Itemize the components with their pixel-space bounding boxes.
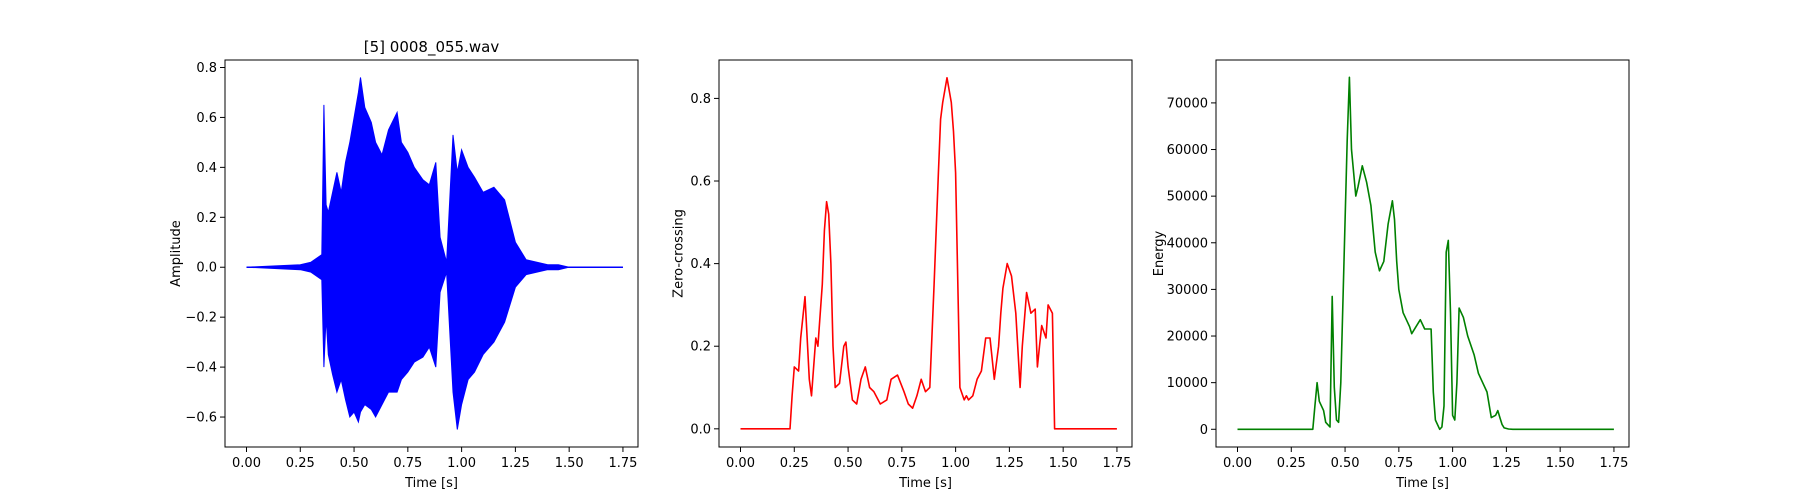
y-tick-label: 30000	[1167, 283, 1208, 298]
y-tick-label: 0.8	[690, 92, 711, 107]
y-tick-label: 0.8	[196, 61, 217, 76]
y-axis-label: Zero-crossing	[671, 209, 686, 298]
y-tick-label: 20000	[1167, 330, 1208, 345]
x-tick-label: 0.25	[780, 456, 809, 471]
y-tick-label: −0.4	[185, 361, 217, 376]
axes-frame	[1215, 59, 1630, 448]
x-tick-label: 0.50	[340, 456, 369, 471]
series-line	[1237, 76, 1614, 431]
x-axis-label: Time [s]	[1395, 476, 1449, 491]
series-line	[740, 77, 1117, 430]
y-tick-label: 0	[1200, 423, 1208, 438]
chart-panel-1: 0.00 0.25 0.50 0.75 1.00 1.25 1.50 1.75 −0.6 −0.4…	[169, 38, 639, 491]
x-tick-label: 0.25	[286, 456, 315, 471]
x-tick-label: 0.00	[726, 456, 755, 471]
axes-frame	[718, 59, 1133, 448]
y-tick-label: 60000	[1167, 143, 1208, 158]
x-axis-label: Time [s]	[404, 476, 458, 491]
chart-panel-3: 0.00 0.25 0.50 0.75 1.00 1.25 1.50 1.75 0 10000 20…	[1152, 59, 1630, 491]
x-tick-label: 0.50	[1331, 456, 1360, 471]
x-tick-label: 0.75	[887, 456, 916, 471]
x-tick-label: 1.75	[608, 456, 637, 471]
x-tick-label: 0.50	[834, 456, 863, 471]
y-axis-label: Amplitude	[169, 220, 184, 287]
y-tick-label: 0.6	[690, 175, 711, 190]
axes-frame	[224, 59, 639, 448]
x-tick-label: 1.25	[995, 456, 1024, 471]
x-tick-label: 0.00	[232, 456, 261, 471]
y-tick-label: 0.4	[196, 161, 217, 176]
x-tick-label: 1.50	[555, 456, 584, 471]
x-tick-label: 1.25	[501, 456, 530, 471]
chart-title: [5] 0008_055.wav	[364, 38, 500, 57]
x-tick-label: 1.00	[447, 456, 476, 471]
x-tick-label: 0.75	[393, 456, 422, 471]
x-tick-label: 1.00	[941, 456, 970, 471]
y-tick-label: 0.2	[690, 340, 711, 355]
y-tick-label: 0.2	[196, 211, 217, 226]
x-tick-label: 1.00	[1438, 456, 1467, 471]
x-tick-label: 0.75	[1384, 456, 1413, 471]
x-tick-label: 0.00	[1223, 456, 1252, 471]
waveform-envelope	[246, 77, 623, 430]
y-tick-label: 0.6	[196, 111, 217, 126]
x-tick-label: 0.25	[1277, 456, 1306, 471]
x-tick-label: 1.75	[1102, 456, 1131, 471]
x-tick-label: 1.50	[1546, 456, 1575, 471]
y-tick-label: −0.2	[185, 311, 217, 326]
chart-panel-2: 0.00 0.25 0.50 0.75 1.00 1.25 1.50 1.75 0.0 0.2 0.…	[671, 59, 1133, 491]
x-tick-label: 1.75	[1599, 456, 1628, 471]
x-tick-label: 1.50	[1049, 456, 1078, 471]
x-axis-label: Time [s]	[898, 476, 952, 491]
y-axis-label: Energy	[1152, 230, 1167, 276]
y-tick-label: 0.0	[690, 422, 711, 437]
y-tick-label: 50000	[1167, 190, 1208, 205]
x-tick-label: 1.25	[1492, 456, 1521, 471]
y-tick-label: −0.6	[185, 411, 217, 426]
y-tick-label: 10000	[1167, 376, 1208, 391]
y-tick-label: 40000	[1167, 236, 1208, 251]
y-tick-label: 70000	[1167, 96, 1208, 111]
y-tick-label: 0.4	[690, 257, 711, 272]
y-tick-label: 0.0	[196, 261, 217, 276]
